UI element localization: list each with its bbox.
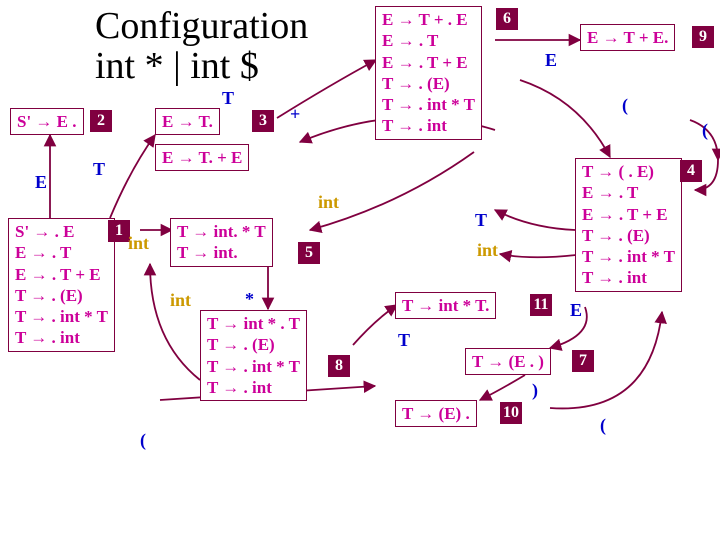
production-row: E → . T + E bbox=[582, 204, 675, 225]
production-row: T → . (E) bbox=[207, 334, 300, 355]
edge bbox=[110, 135, 155, 218]
production-row: T → (E) . bbox=[402, 403, 470, 424]
state-box-s7: T → (E . ) bbox=[465, 348, 551, 375]
title-line-1: Configuration bbox=[95, 4, 308, 48]
production-row: T → int. bbox=[177, 242, 266, 263]
state-box-s6: E → T + . EE → . TE → . T + ET → . (E)T … bbox=[375, 6, 482, 140]
production-row: T → . int bbox=[382, 115, 475, 136]
edge bbox=[480, 375, 525, 400]
production-row: T → . (E) bbox=[582, 225, 675, 246]
production-row: T → . int * T bbox=[582, 246, 675, 267]
edge-label: T bbox=[222, 88, 234, 109]
edge-label: ( bbox=[702, 120, 708, 141]
edge bbox=[310, 152, 474, 230]
production-row: S' → E . bbox=[17, 111, 77, 132]
state-badge-2: 2 bbox=[90, 110, 112, 132]
edge bbox=[550, 312, 662, 408]
state-badge-1: 1 bbox=[108, 220, 130, 242]
production-row: E → . T bbox=[382, 30, 475, 51]
state-badge-6: 6 bbox=[496, 8, 518, 30]
production-row: T → . int bbox=[207, 377, 300, 398]
state-box-s1: S' → . EE → . TE → . T + ET → . (E)T → .… bbox=[8, 218, 115, 352]
production-row: T → int * T. bbox=[402, 295, 489, 316]
edge-label: T bbox=[398, 330, 410, 351]
state-badge-10: 10 bbox=[500, 402, 522, 424]
edge-label: ) bbox=[532, 380, 538, 401]
production-row: T → . int * T bbox=[207, 356, 300, 377]
production-row: T → . int * T bbox=[382, 94, 475, 115]
production-row: E → T. bbox=[162, 111, 213, 132]
edge-label: int bbox=[477, 240, 498, 261]
edge-label: E bbox=[35, 172, 47, 193]
production-row: E → T + E. bbox=[587, 27, 668, 48]
state-box-s2: S' → E . bbox=[10, 108, 84, 135]
production-row: T → (E . ) bbox=[472, 351, 544, 372]
state-badge-4: 4 bbox=[680, 160, 702, 182]
state-box-s5: T → int. * TT → int. bbox=[170, 218, 273, 267]
edge-label: E bbox=[545, 50, 557, 71]
production-row: T → . int bbox=[15, 327, 108, 348]
edge-label: int bbox=[128, 233, 149, 254]
edge bbox=[353, 305, 397, 345]
title-line-2: int * | int $ bbox=[95, 44, 259, 88]
edge-label: ( bbox=[140, 430, 146, 451]
state-box-s10: T → (E) . bbox=[395, 400, 477, 427]
state-box-s8: T → int * . TT → . (E)T → . int * TT → .… bbox=[200, 310, 307, 401]
edge bbox=[150, 264, 200, 380]
state-badge-8: 8 bbox=[328, 355, 350, 377]
state-box-s3b: E → T. + E bbox=[155, 144, 249, 171]
production-row: T → int. * T bbox=[177, 221, 266, 242]
edge-label: + bbox=[290, 104, 300, 125]
production-row: T → . int bbox=[582, 267, 675, 288]
edge-label: int bbox=[170, 290, 191, 311]
edge-label: ( bbox=[600, 415, 606, 436]
state-box-s3: E → T. bbox=[155, 108, 220, 135]
production-row: T → int * . T bbox=[207, 313, 300, 334]
state-box-s11: T → int * T. bbox=[395, 292, 496, 319]
edge-label: int bbox=[318, 192, 339, 213]
edge-label: E bbox=[570, 300, 582, 321]
edge-label: * bbox=[245, 289, 254, 310]
production-row: E → T + . E bbox=[382, 9, 475, 30]
state-box-s9: E → T + E. bbox=[580, 24, 675, 51]
edge-label: T bbox=[93, 159, 105, 180]
production-row: E → . T bbox=[15, 242, 108, 263]
state-badge-5: 5 bbox=[298, 242, 320, 264]
production-row: T → ( . E) bbox=[582, 161, 675, 182]
edge bbox=[520, 80, 610, 157]
edge-label: T bbox=[475, 210, 487, 231]
production-row: T → . (E) bbox=[15, 285, 108, 306]
production-row: T → . (E) bbox=[382, 73, 475, 94]
production-row: S' → . E bbox=[15, 221, 108, 242]
state-badge-9: 9 bbox=[692, 26, 714, 48]
production-row: E → . T + E bbox=[15, 264, 108, 285]
edge bbox=[500, 254, 576, 257]
state-badge-11: 11 bbox=[530, 294, 552, 316]
state-badge-3: 3 bbox=[252, 110, 274, 132]
production-row: E → . T + E bbox=[382, 52, 475, 73]
production-row: T → . int * T bbox=[15, 306, 108, 327]
edge-label: ( bbox=[622, 95, 628, 116]
state-box-s4: T → ( . E)E → . TE → . T + ET → . (E)T →… bbox=[575, 158, 682, 292]
production-row: E → T. + E bbox=[162, 147, 242, 168]
state-badge-7: 7 bbox=[572, 350, 594, 372]
edge bbox=[495, 210, 575, 230]
production-row: E → . T bbox=[582, 182, 675, 203]
